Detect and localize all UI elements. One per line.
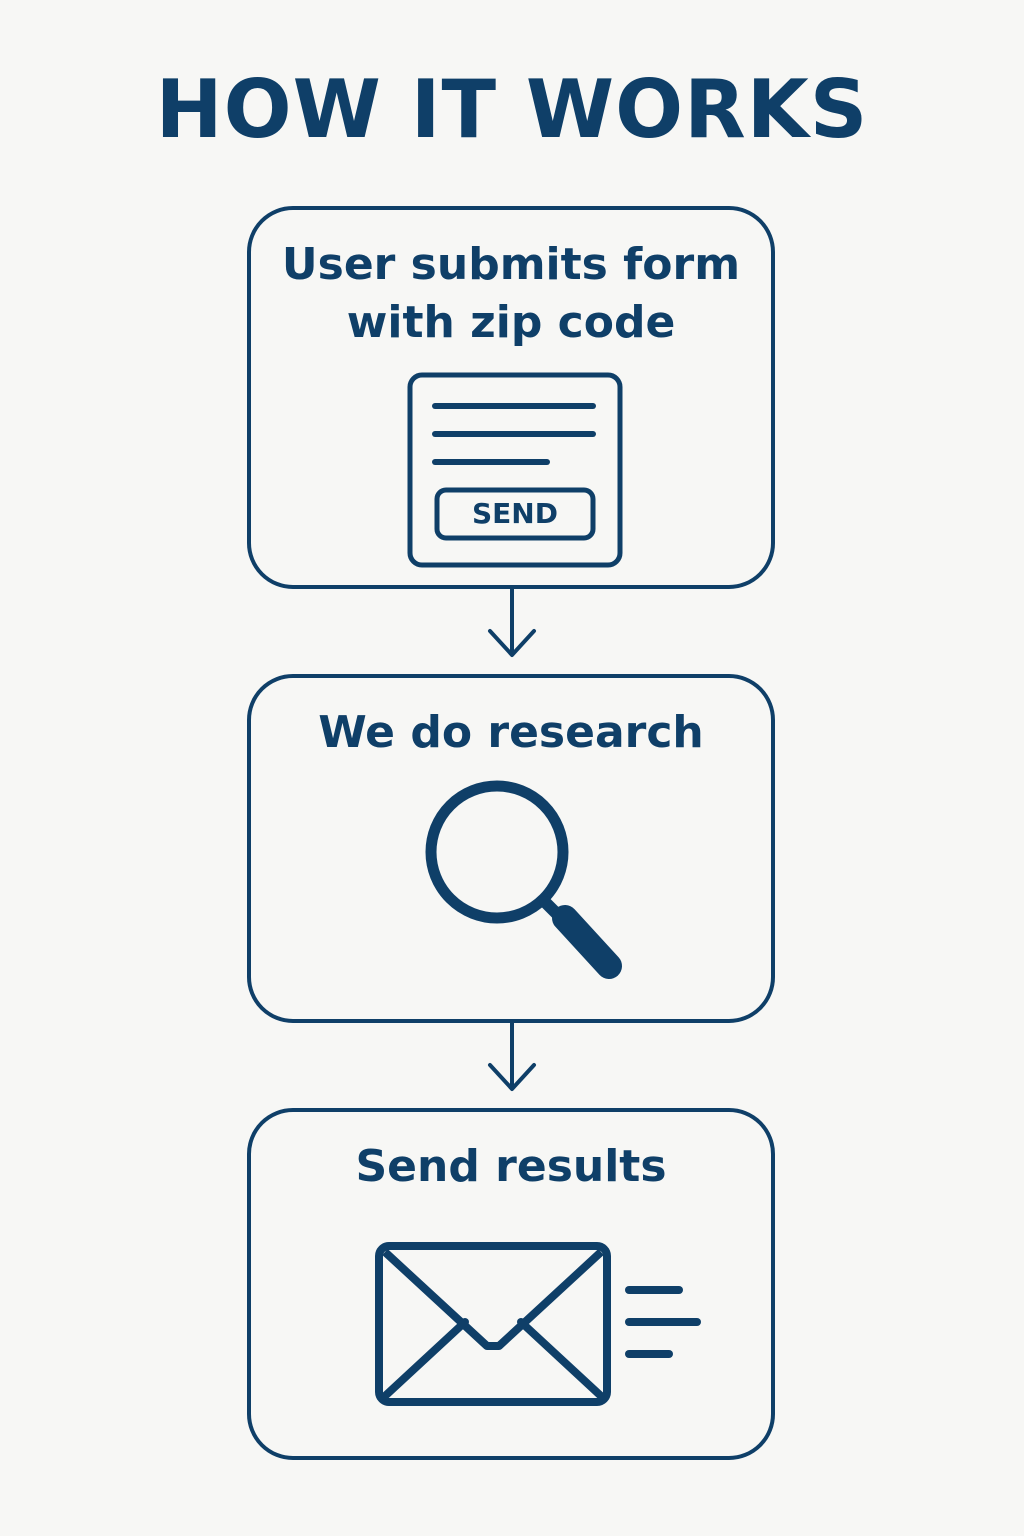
arrow-down-icon: [486, 589, 538, 674]
page-title: HOW IT WORKS: [155, 63, 869, 156]
step-submit-form: User submits form with zip code SEND: [247, 206, 775, 589]
step-send-results: Send results: [247, 1108, 775, 1460]
arrow-down-icon: [486, 1023, 538, 1108]
step-label: User submits form with zip code: [281, 239, 741, 348]
step-label: We do research: [318, 707, 704, 758]
step-research: We do research: [247, 674, 775, 1023]
mail-icon: [373, 1240, 713, 1410]
search-icon: [419, 774, 629, 990]
form-icon: SEND: [407, 372, 623, 568]
send-button-label: SEND: [472, 497, 558, 530]
step-label: Send results: [355, 1141, 667, 1192]
form-icon-graphic: [407, 372, 623, 568]
